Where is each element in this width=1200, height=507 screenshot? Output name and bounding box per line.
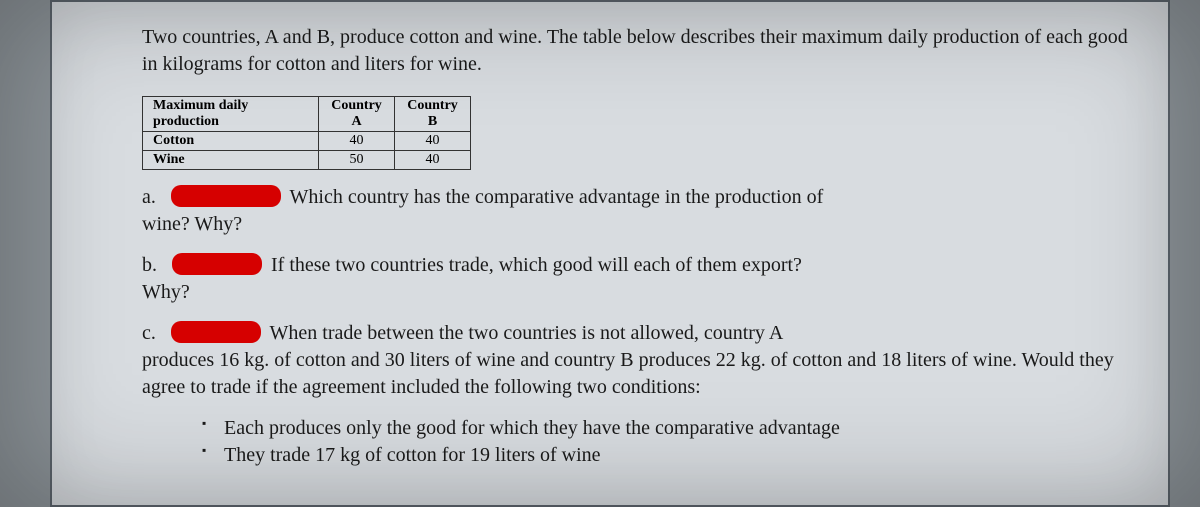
col-header-b: Country B <box>395 97 471 132</box>
col-header-a: Country A <box>319 97 395 132</box>
question-text: Why? <box>142 281 190 303</box>
table-row: Wine 50 40 <box>143 151 471 170</box>
question-text: produces 16 kg. of cotton and 30 liters … <box>142 349 1114 398</box>
question-label: a. <box>142 186 156 208</box>
redaction-mark <box>171 321 261 343</box>
intro-text: Two countries, A and B, produce cotton a… <box>142 24 1132 78</box>
question-label: b. <box>142 254 157 276</box>
redaction-mark <box>171 185 281 207</box>
question-a: a. Which country has the comparative adv… <box>142 184 1132 238</box>
question-text: Which country has the comparative advant… <box>290 186 824 208</box>
document-page: Two countries, A and B, produce cotton a… <box>50 0 1170 507</box>
list-item: They trade 17 kg of cotton for 19 liters… <box>202 442 1132 469</box>
question-text: If these two countries trade, which good… <box>271 254 802 276</box>
question-label: c. <box>142 322 156 344</box>
list-item: Each produces only the good for which th… <box>202 415 1132 442</box>
cell-wine-b: 40 <box>395 151 471 170</box>
table-row: Cotton 40 40 <box>143 132 471 151</box>
col-header-label: Maximum daily production <box>143 97 319 132</box>
question-b: b. If these two countries trade, which g… <box>142 252 1132 306</box>
question-text: wine? Why? <box>142 213 242 235</box>
table-header-row: Maximum daily production Country A Count… <box>143 97 471 132</box>
cell-cotton-b: 40 <box>395 132 471 151</box>
production-table: Maximum daily production Country A Count… <box>142 96 471 170</box>
row-label: Wine <box>143 151 319 170</box>
question-text: When trade between the two countries is … <box>270 322 784 344</box>
row-label: Cotton <box>143 132 319 151</box>
cell-wine-a: 50 <box>319 151 395 170</box>
cell-cotton-a: 40 <box>319 132 395 151</box>
conditions-list: Each produces only the good for which th… <box>142 415 1132 469</box>
question-c: c. When trade between the two countries … <box>142 320 1132 401</box>
redaction-mark <box>172 253 262 275</box>
